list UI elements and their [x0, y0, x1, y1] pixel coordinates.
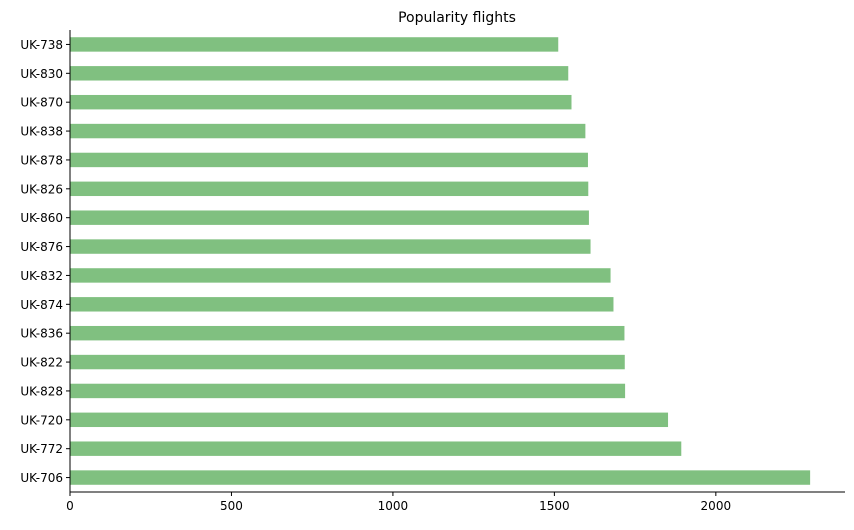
y-tick-label: UK-828: [20, 384, 63, 398]
bar-uk-836: [70, 325, 625, 341]
y-tick-label: UK-830: [20, 67, 63, 81]
y-tick-label: UK-876: [20, 240, 63, 254]
y-tick-label: UK-720: [20, 413, 63, 427]
bar-uk-876: [70, 239, 591, 254]
y-tick-label: UK-836: [20, 327, 63, 341]
y-tick-label: UK-706: [20, 471, 63, 485]
bar-uk-828: [70, 383, 626, 399]
x-tick-label: 0: [66, 499, 74, 513]
bar-uk-830: [70, 66, 569, 81]
y-tick-label: UK-738: [20, 38, 63, 52]
y-tick-label: UK-838: [20, 125, 63, 139]
bar-uk-772: [70, 441, 682, 456]
bars-layer: [70, 37, 811, 485]
bar-uk-826: [70, 181, 589, 197]
y-tick-label: UK-878: [20, 153, 63, 167]
x-tick-label: 2000: [701, 499, 732, 513]
bar-uk-832: [70, 268, 611, 283]
axes-layer: UK-738 UK-830 UK-870 UK-838 UK-878 UK-826 UK-8…: [20, 30, 845, 513]
bar-uk-878: [70, 152, 588, 168]
x-tick-label: 1500: [539, 499, 570, 513]
y-tick-label: UK-874: [20, 298, 63, 312]
bar-uk-870: [70, 94, 572, 110]
x-tick-label: 1000: [378, 499, 409, 513]
y-tick-label: UK-772: [20, 442, 63, 456]
y-tick-label: UK-870: [20, 96, 63, 110]
bar-uk-738: [70, 37, 559, 52]
y-tick-label: UK-860: [20, 211, 63, 225]
y-tick-label: UK-832: [20, 269, 63, 283]
x-tick-label: 500: [220, 499, 243, 513]
bar-uk-706: [70, 470, 811, 485]
bar-uk-874: [70, 297, 614, 312]
bar-uk-822: [70, 354, 625, 370]
y-tick-label: UK-822: [20, 356, 63, 370]
bar-uk-720: [70, 412, 669, 428]
chart-title: Popularity flights: [398, 10, 516, 26]
bar-uk-860: [70, 210, 589, 225]
y-tick-label: UK-826: [20, 182, 63, 196]
bar-uk-838: [70, 123, 586, 139]
